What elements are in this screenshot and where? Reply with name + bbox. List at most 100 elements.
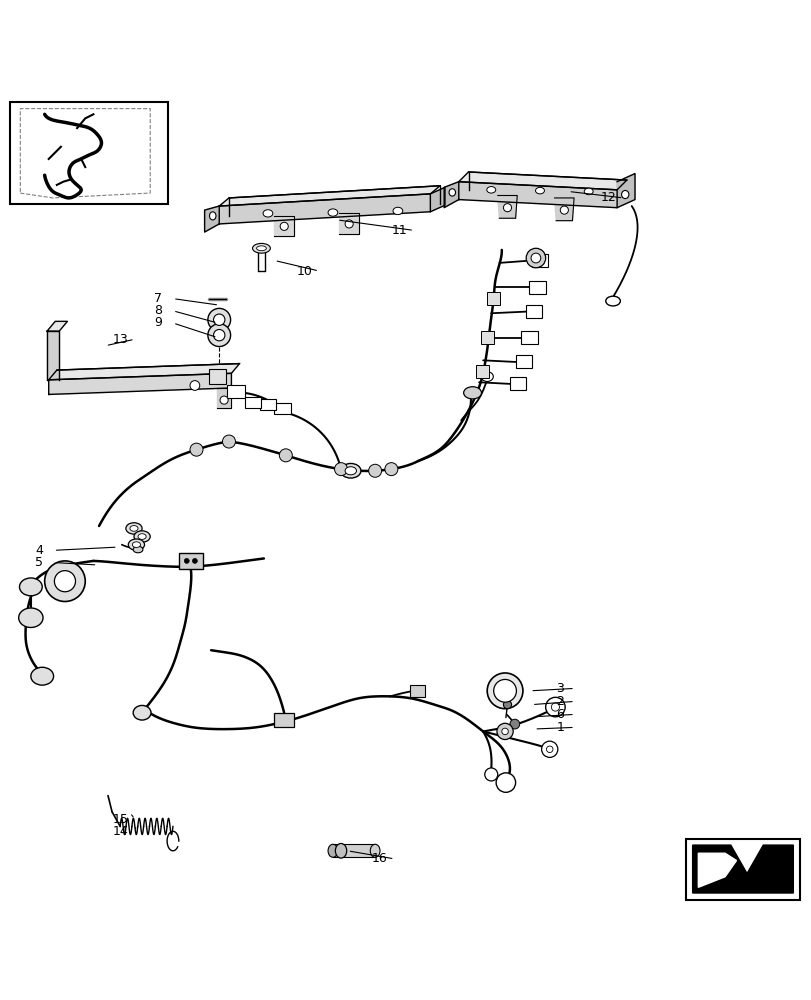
Polygon shape <box>274 216 294 236</box>
Circle shape <box>545 697 564 717</box>
Circle shape <box>551 703 559 711</box>
Circle shape <box>493 679 516 702</box>
Circle shape <box>279 449 292 462</box>
Text: 15: 15 <box>112 813 128 826</box>
Bar <box>685 839 799 900</box>
Ellipse shape <box>130 526 138 531</box>
Circle shape <box>530 253 540 263</box>
Circle shape <box>334 463 347 476</box>
Bar <box>274 713 294 727</box>
Circle shape <box>192 558 197 563</box>
Text: 2: 2 <box>556 695 564 708</box>
Polygon shape <box>616 174 634 208</box>
Text: 13: 13 <box>112 333 128 346</box>
Polygon shape <box>219 186 440 206</box>
Text: 11: 11 <box>391 224 407 237</box>
Text: 4: 4 <box>35 544 43 557</box>
Ellipse shape <box>126 523 142 534</box>
Circle shape <box>560 206 568 214</box>
Text: 6: 6 <box>556 708 564 721</box>
Bar <box>529 281 545 294</box>
Ellipse shape <box>463 387 481 399</box>
Polygon shape <box>204 206 219 232</box>
Polygon shape <box>49 373 231 394</box>
Polygon shape <box>554 198 573 221</box>
Ellipse shape <box>209 212 216 220</box>
Text: 16: 16 <box>371 852 388 865</box>
Bar <box>227 385 245 398</box>
Polygon shape <box>47 321 67 331</box>
Ellipse shape <box>138 534 146 539</box>
Bar <box>209 369 225 384</box>
Circle shape <box>546 746 552 753</box>
Circle shape <box>345 220 353 228</box>
Ellipse shape <box>341 463 360 478</box>
Text: 1: 1 <box>556 721 564 734</box>
Ellipse shape <box>370 844 380 857</box>
Text: 3: 3 <box>556 682 564 695</box>
Ellipse shape <box>335 843 346 858</box>
Ellipse shape <box>31 667 54 685</box>
Circle shape <box>503 701 511 709</box>
Ellipse shape <box>486 187 495 193</box>
Polygon shape <box>458 182 616 208</box>
Bar <box>178 553 203 569</box>
Circle shape <box>526 248 545 268</box>
Circle shape <box>54 571 75 592</box>
Ellipse shape <box>19 608 43 627</box>
Text: 5: 5 <box>35 556 43 569</box>
Text: 7: 7 <box>154 292 162 305</box>
Text: 12: 12 <box>600 191 616 204</box>
Ellipse shape <box>328 844 337 857</box>
Ellipse shape <box>128 539 144 550</box>
Bar <box>515 355 531 368</box>
Ellipse shape <box>134 531 150 542</box>
Polygon shape <box>47 331 59 380</box>
Ellipse shape <box>133 705 151 720</box>
Polygon shape <box>339 213 358 234</box>
Bar <box>526 305 542 318</box>
Text: 10: 10 <box>296 265 312 278</box>
Circle shape <box>190 443 203 456</box>
Ellipse shape <box>480 372 492 381</box>
Circle shape <box>222 435 235 448</box>
Bar <box>531 254 547 267</box>
Circle shape <box>184 558 189 563</box>
Bar <box>521 331 537 344</box>
Circle shape <box>384 463 397 476</box>
Circle shape <box>484 768 497 781</box>
Ellipse shape <box>621 190 628 199</box>
Polygon shape <box>697 853 736 887</box>
Circle shape <box>190 381 200 390</box>
Polygon shape <box>49 364 239 380</box>
Polygon shape <box>692 845 792 893</box>
Polygon shape <box>444 182 458 208</box>
Circle shape <box>208 308 230 331</box>
Circle shape <box>213 329 225 341</box>
Circle shape <box>541 741 557 757</box>
Ellipse shape <box>328 209 337 216</box>
Ellipse shape <box>256 246 266 251</box>
Polygon shape <box>458 172 626 190</box>
Circle shape <box>368 464 381 477</box>
Polygon shape <box>219 194 430 224</box>
Ellipse shape <box>132 542 140 548</box>
Bar <box>245 397 261 408</box>
Bar <box>410 685 424 697</box>
Circle shape <box>220 396 228 404</box>
Ellipse shape <box>448 189 455 196</box>
Circle shape <box>509 719 519 729</box>
Circle shape <box>213 314 225 325</box>
Text: 9: 9 <box>154 316 162 329</box>
Ellipse shape <box>345 467 356 475</box>
Ellipse shape <box>583 188 592 195</box>
Circle shape <box>503 204 511 212</box>
Polygon shape <box>497 196 517 218</box>
Ellipse shape <box>19 578 42 596</box>
Text: 14: 14 <box>112 825 128 838</box>
Bar <box>480 331 493 344</box>
Bar <box>333 844 375 857</box>
Bar <box>260 398 276 410</box>
Circle shape <box>487 673 522 709</box>
Circle shape <box>496 723 513 740</box>
